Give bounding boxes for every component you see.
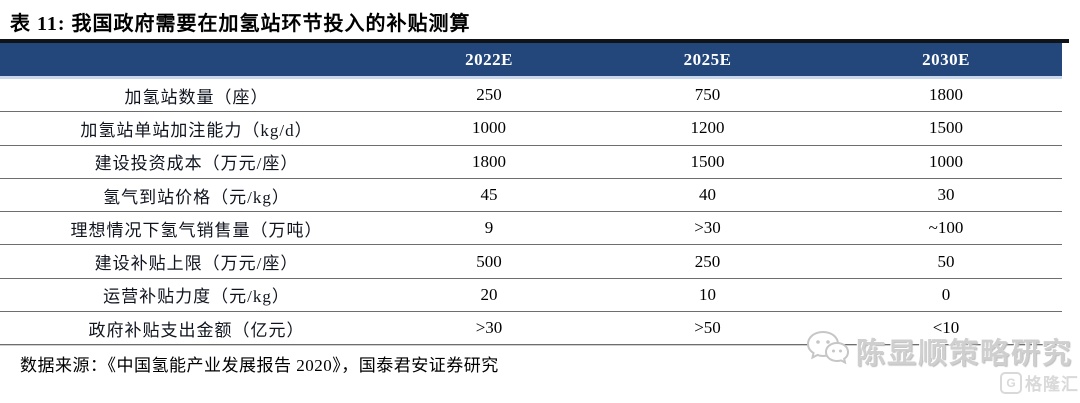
cell-2025e: 40 bbox=[699, 185, 716, 205]
table-body: 加氢站数量（座） 250 750 1800 加氢站单站加注能力（kg/d） 10… bbox=[0, 79, 1062, 346]
table-row: 加氢站单站加注能力（kg/d） 1000 1200 1500 bbox=[0, 112, 1062, 146]
cell-2025e: 250 bbox=[694, 251, 721, 271]
cell-2030e: 30 bbox=[937, 185, 955, 205]
cell-2025e: 750 bbox=[694, 85, 721, 105]
table-row: 建设投资成本（万元/座） 1800 1500 1000 bbox=[0, 145, 1062, 179]
cell-2030e: 1800 bbox=[929, 85, 963, 105]
row-label: 加氢站数量（座） bbox=[124, 87, 269, 107]
row-label: 理想情况下氢气销售量（万吨） bbox=[70, 220, 323, 240]
cell-2022e: 45 bbox=[480, 185, 498, 205]
cell-2025e: 10 bbox=[699, 284, 716, 304]
row-label: 建设投资成本（万元/座） bbox=[94, 154, 299, 174]
cell-2030e: <10 bbox=[932, 318, 960, 338]
table-header-row: 2022E 2025E 2030E bbox=[0, 43, 1062, 76]
row-label: 加氢站单站加注能力（kg/d） bbox=[80, 120, 313, 140]
cell-2025e: >30 bbox=[694, 218, 721, 238]
cell-2025e: >50 bbox=[694, 318, 721, 338]
table-row: 理想情况下氢气销售量（万吨） 9 >30 ~100 bbox=[0, 212, 1062, 246]
cell-2025e: 1200 bbox=[690, 118, 725, 138]
cell-2022e: 500 bbox=[476, 251, 502, 271]
cell-2022e: 20 bbox=[480, 284, 498, 304]
header-accent-line bbox=[0, 76, 1062, 79]
table-row: 运营补贴力度（元/kg） 20 10 0 bbox=[0, 278, 1062, 313]
cell-2022e: 1000 bbox=[472, 118, 506, 138]
cell-2025e: 1500 bbox=[690, 151, 725, 171]
cell-2022e: 250 bbox=[476, 85, 502, 105]
cell-2030e: 50 bbox=[937, 251, 955, 271]
cell-2022e: 9 bbox=[484, 218, 494, 238]
header-cell-2025e: 2025E bbox=[683, 49, 732, 69]
cell-2030e: 0 bbox=[941, 284, 951, 304]
gelonghui-logo: G 格隆汇 bbox=[1000, 370, 1079, 395]
cell-2030e: 1500 bbox=[929, 118, 963, 138]
title-divider-rule bbox=[0, 39, 1069, 43]
gelonghui-brand-name: 格隆汇 bbox=[1025, 375, 1079, 394]
data-source-note: 数据来源：《中国氢能产业发展报告 2020》，国泰君安证券研究 bbox=[20, 356, 499, 375]
table-row: 加氢站数量（座） 250 750 1800 bbox=[0, 79, 1062, 113]
cell-2030e: ~100 bbox=[928, 218, 964, 238]
gelonghui-icon: G bbox=[1000, 371, 1022, 394]
row-label: 氢气到站价格（元/kg） bbox=[103, 187, 290, 207]
cell-2022e: >30 bbox=[475, 318, 503, 338]
row-label: 建设补贴上限（万元/座） bbox=[94, 254, 299, 274]
cell-2022e: 1800 bbox=[472, 151, 506, 171]
cell-2030e: 1000 bbox=[929, 151, 963, 171]
header-cell-2030e: 2030E bbox=[922, 49, 970, 69]
table-row: 氢气到站价格（元/kg） 45 40 30 bbox=[0, 178, 1062, 213]
table-title: 表 11: 我国政府需要在加氢站环节投入的补贴测算 bbox=[10, 13, 471, 35]
row-label: 运营补贴力度（元/kg） bbox=[103, 287, 290, 307]
table-row: 建设补贴上限（万元/座） 500 250 50 bbox=[0, 245, 1062, 279]
table-row: 政府补贴支出金额（亿元） >30 >50 <10 bbox=[0, 312, 1062, 346]
header-cell-2022e: 2022E bbox=[465, 49, 513, 69]
row-label: 政府补贴支出金额（亿元） bbox=[88, 320, 305, 340]
